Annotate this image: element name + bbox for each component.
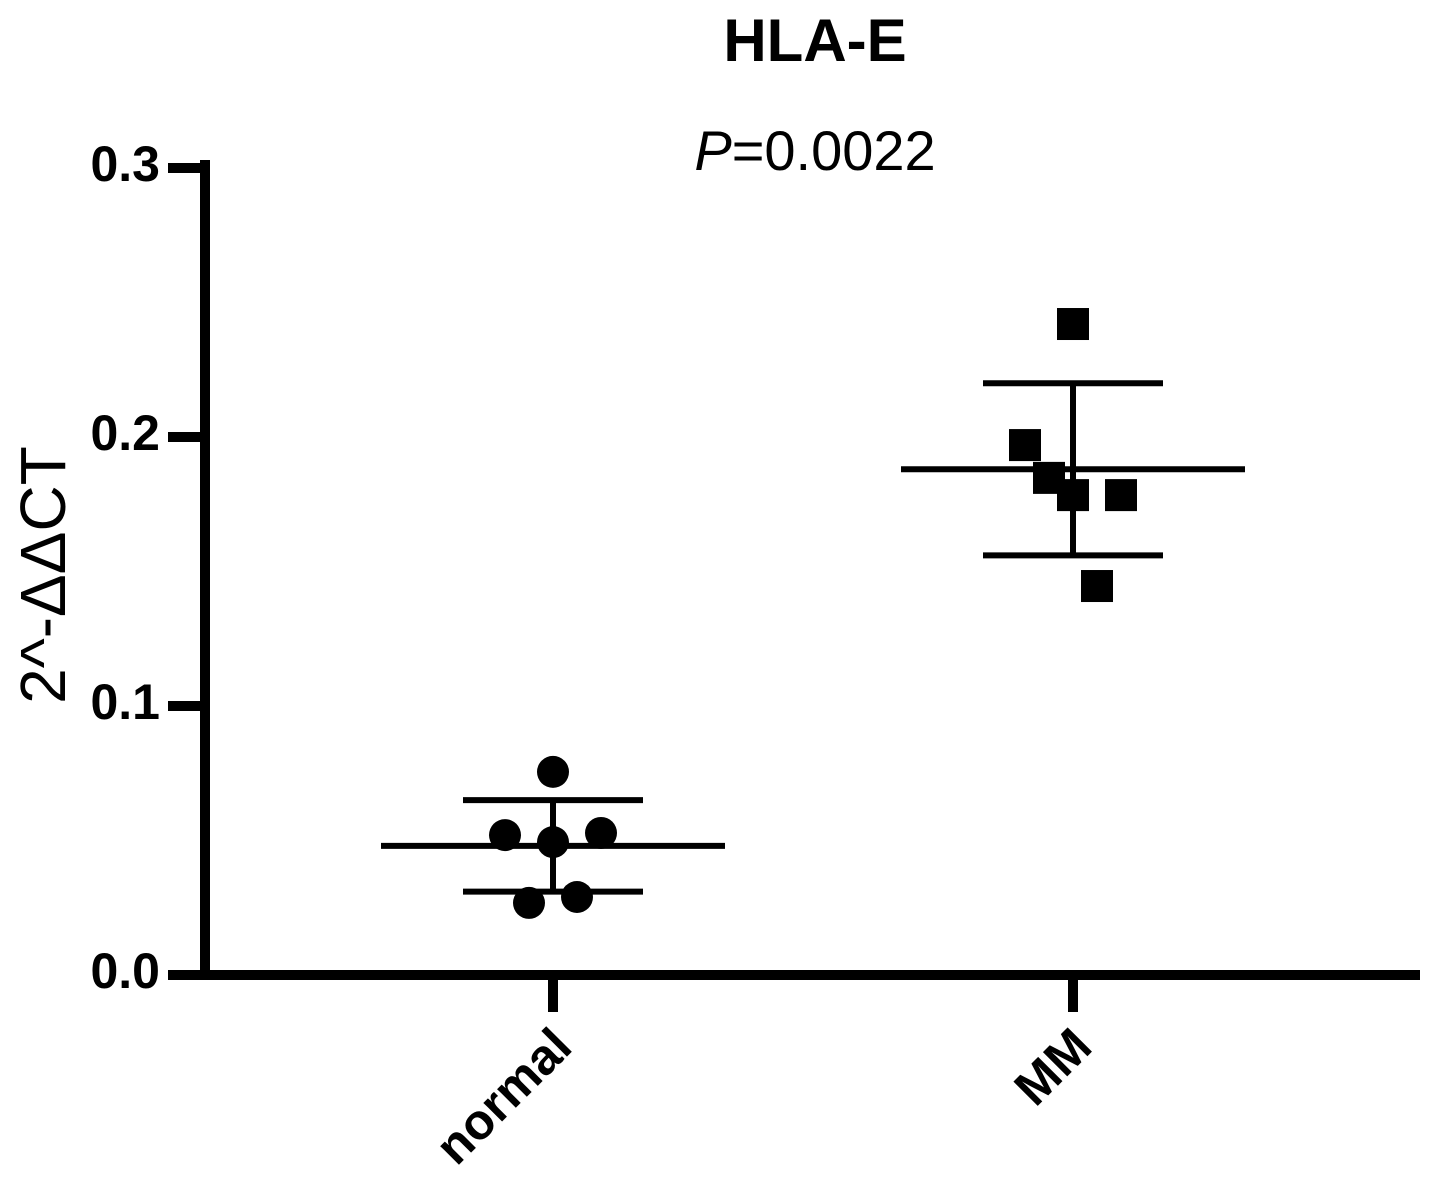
point <box>561 880 593 913</box>
point <box>585 816 617 849</box>
point <box>1081 570 1113 603</box>
point <box>1009 429 1041 462</box>
point <box>1033 461 1065 494</box>
y-tick-label: 0.3 <box>90 136 160 192</box>
chart-title: HLA-E <box>723 7 906 74</box>
y-axis-label: 2^-ΔΔCT <box>7 446 79 704</box>
point <box>1057 308 1089 341</box>
annotation-italic: P <box>694 119 731 182</box>
point <box>537 755 569 788</box>
point <box>489 819 521 852</box>
annotation-text: =0.0022 <box>732 119 936 182</box>
y-tick-label: 0.2 <box>90 405 160 461</box>
y-tick-label: 0.0 <box>90 943 160 999</box>
annotation: P=0.0022 <box>694 119 935 182</box>
y-tick-label: 0.1 <box>90 674 160 730</box>
x-tick-label: normal <box>425 1018 582 1175</box>
point <box>1105 479 1137 512</box>
point <box>513 886 545 919</box>
point <box>537 826 569 859</box>
x-tick-label: MM <box>1004 1018 1103 1117</box>
